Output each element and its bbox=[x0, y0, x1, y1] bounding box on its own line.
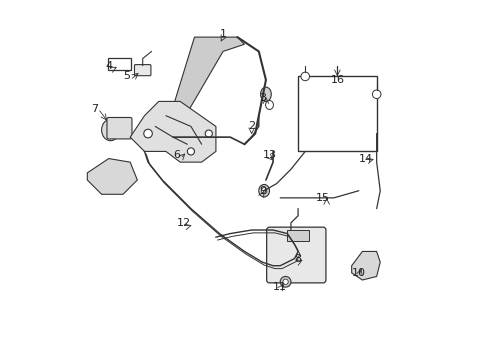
Ellipse shape bbox=[102, 119, 119, 141]
Text: 14: 14 bbox=[358, 154, 372, 163]
FancyBboxPatch shape bbox=[107, 117, 132, 139]
Ellipse shape bbox=[261, 188, 266, 194]
Text: 11: 11 bbox=[273, 282, 286, 292]
Ellipse shape bbox=[283, 279, 287, 284]
Text: 9: 9 bbox=[258, 186, 265, 196]
FancyBboxPatch shape bbox=[134, 64, 151, 76]
Circle shape bbox=[300, 72, 309, 81]
FancyBboxPatch shape bbox=[108, 58, 131, 70]
Polygon shape bbox=[351, 251, 380, 280]
Text: 6: 6 bbox=[173, 150, 180, 160]
Bar bbox=[298, 76, 376, 152]
Text: 10: 10 bbox=[351, 268, 365, 278]
Ellipse shape bbox=[258, 184, 269, 197]
Text: 7: 7 bbox=[91, 104, 98, 113]
Polygon shape bbox=[159, 37, 244, 137]
Ellipse shape bbox=[265, 100, 273, 109]
Text: 8: 8 bbox=[294, 253, 301, 264]
Text: 13: 13 bbox=[262, 150, 276, 160]
Polygon shape bbox=[130, 102, 216, 162]
Text: 16: 16 bbox=[330, 75, 344, 85]
Bar bbox=[287, 230, 308, 241]
Text: 15: 15 bbox=[315, 193, 329, 203]
Circle shape bbox=[143, 129, 152, 138]
Circle shape bbox=[187, 148, 194, 155]
Circle shape bbox=[205, 130, 212, 137]
Ellipse shape bbox=[260, 87, 271, 102]
Text: 4: 4 bbox=[105, 61, 112, 71]
Polygon shape bbox=[87, 158, 137, 194]
Circle shape bbox=[372, 90, 380, 99]
Text: 2: 2 bbox=[247, 121, 255, 131]
FancyBboxPatch shape bbox=[266, 227, 325, 283]
Text: 12: 12 bbox=[176, 218, 190, 228]
Text: 3: 3 bbox=[258, 93, 265, 103]
Text: 5: 5 bbox=[123, 71, 130, 81]
Ellipse shape bbox=[280, 276, 290, 287]
Text: 1: 1 bbox=[219, 28, 226, 39]
